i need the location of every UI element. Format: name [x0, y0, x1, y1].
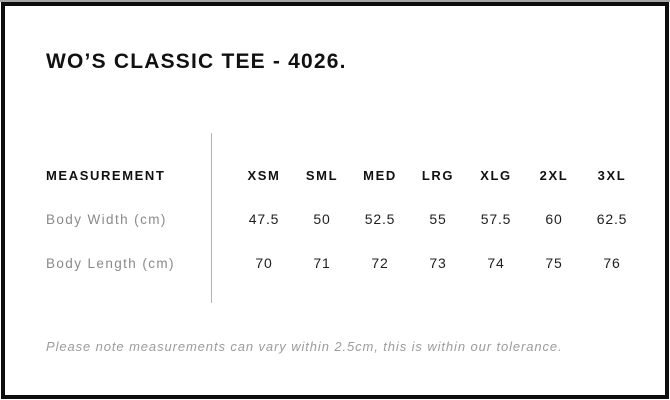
size-column-header-xsm: XSM [247, 167, 281, 183]
body-length-value-2xl: 75 [545, 255, 563, 271]
body-length-value-med: 72 [371, 255, 389, 271]
measurement-header-cell: MEASUREMENT [46, 167, 166, 183]
top-hairline [0, 0, 670, 2]
body-width-value-xlg: 57.5 [480, 211, 512, 227]
size-column-header-3xl: 3XL [597, 167, 627, 183]
body-length-value-lrg: 73 [429, 255, 447, 271]
body-width-value-2xl: 60 [545, 211, 563, 227]
body-width-value-3xl: 62.5 [596, 211, 628, 227]
product-title: WO’S CLASSIC TEE - 4026. [46, 50, 347, 73]
tolerance-note: Please note measurements can vary within… [46, 339, 563, 354]
size-column-header-sml: SML [305, 167, 339, 183]
size-column-header-2xl: 2XL [539, 167, 569, 183]
size-column-header-lrg: LRG [421, 167, 455, 183]
body-length-value-xsm: 70 [255, 255, 273, 271]
table-vertical-divider [211, 133, 212, 303]
body-width-value-lrg: 55 [429, 211, 447, 227]
body-length-value-xlg: 74 [487, 255, 505, 271]
body-length-value-3xl: 76 [603, 255, 621, 271]
size-column-header-xlg: XLG [480, 167, 512, 183]
size-chart-table: MEASUREMENT XSM SML MED LRG XLG 2XL 3XL … [46, 153, 641, 285]
body-width-value-sml: 50 [313, 211, 331, 227]
size-column-header-med: MED [363, 167, 397, 183]
row-label-body-length: Body Length (cm) [46, 255, 175, 271]
body-width-value-med: 52.5 [364, 211, 396, 227]
body-length-value-sml: 71 [313, 255, 331, 271]
body-width-value-xsm: 47.5 [248, 211, 280, 227]
row-label-body-width: Body Width (cm) [46, 211, 167, 227]
